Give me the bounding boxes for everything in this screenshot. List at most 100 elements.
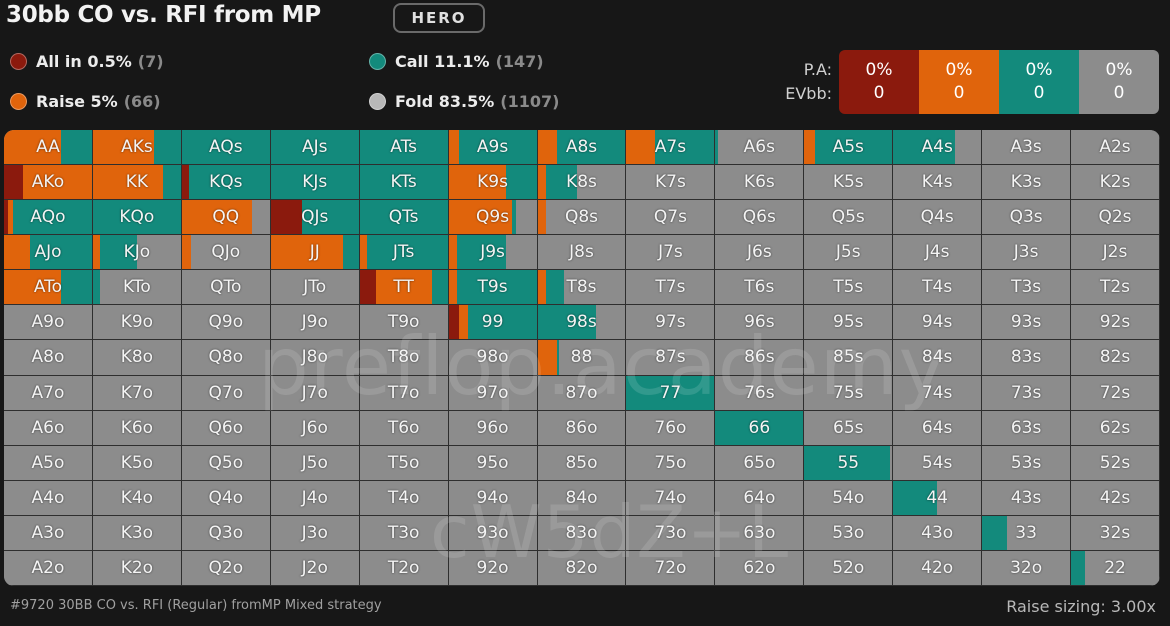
hand-cell[interactable]: A9s [448,130,538,166]
hand-cell[interactable]: 22 [1071,550,1160,586]
hand-cell[interactable]: 76s [715,375,805,411]
hand-cell[interactable]: Q6s [715,200,805,236]
hand-cell[interactable]: T5o [359,445,449,481]
hand-cell[interactable]: 97o [448,375,538,411]
hand-cell[interactable]: J2o [270,550,360,586]
hand-cell[interactable]: K7o [92,375,182,411]
hand-cell[interactable]: 98o [448,340,538,376]
hand-cell[interactable]: KTs [359,165,449,201]
hand-cell[interactable]: 64o [715,480,805,516]
hand-cell[interactable]: K6s [715,165,805,201]
hand-cell[interactable]: Q9o [181,305,271,341]
hand-cell[interactable]: AKs [92,130,182,166]
hand-cell[interactable]: 42s [1071,480,1160,516]
hand-cell[interactable]: 94o [448,480,538,516]
hand-cell[interactable]: 52s [1071,445,1160,481]
hand-cell[interactable]: K7s [626,165,716,201]
hand-cell[interactable]: K9s [448,165,538,201]
hand-cell[interactable]: Q8s [537,200,627,236]
hand-cell[interactable]: 63s [982,410,1072,446]
hand-cell[interactable]: Q6o [181,410,271,446]
hand-cell[interactable]: J5s [804,235,894,271]
hand-cell[interactable]: KQo [92,200,182,236]
hand-cell[interactable]: T3s [982,270,1072,306]
hand-cell[interactable]: K8s [537,165,627,201]
hand-cell[interactable]: K2o [92,550,182,586]
hand-cell[interactable]: K6o [92,410,182,446]
hand-cell[interactable]: 93s [982,305,1072,341]
hand-cell[interactable]: T6s [715,270,805,306]
hand-cell[interactable]: 32o [982,550,1072,586]
hand-cell[interactable]: K4o [92,480,182,516]
hand-cell[interactable]: A7s [626,130,716,166]
hand-cell[interactable]: KK [92,165,182,201]
hand-cell[interactable]: Q5o [181,445,271,481]
hand-cell[interactable]: T2o [359,550,449,586]
hand-cell[interactable]: AKo [4,165,93,201]
hand-cell[interactable]: 88 [537,340,627,376]
hand-cell[interactable]: JTs [359,235,449,271]
hand-cell[interactable]: 99 [448,305,538,341]
hand-cell[interactable]: 85o [537,445,627,481]
hand-cell[interactable]: 62s [1071,410,1160,446]
hand-cell[interactable]: J3s [982,235,1072,271]
hand-cell[interactable]: 43o [893,515,983,551]
hand-cell[interactable]: KJs [270,165,360,201]
hand-cell[interactable]: T8s [537,270,627,306]
hand-cell[interactable]: 43s [982,480,1072,516]
hand-cell[interactable]: KQs [181,165,271,201]
hand-cell[interactable]: T9s [448,270,538,306]
hand-cell[interactable]: K4s [893,165,983,201]
hand-cell[interactable]: J8s [537,235,627,271]
hand-cell[interactable]: A8o [4,340,93,376]
hand-cell[interactable]: Q5s [804,200,894,236]
hand-cell[interactable]: T6o [359,410,449,446]
hand-cell[interactable]: 98s [537,305,627,341]
hand-cell[interactable]: 74o [626,480,716,516]
hand-cell[interactable]: 96o [448,410,538,446]
hand-cell[interactable]: 72o [626,550,716,586]
hand-cell[interactable]: Q4s [893,200,983,236]
hand-cell[interactable]: 93o [448,515,538,551]
hand-cell[interactable]: 75s [804,375,894,411]
hand-cell[interactable]: 53s [982,445,1072,481]
hand-cell[interactable]: AQo [4,200,93,236]
hand-cell[interactable]: J7s [626,235,716,271]
hand-cell[interactable]: AJo [4,235,93,271]
hand-cell[interactable]: K3o [92,515,182,551]
hand-cell[interactable]: 75o [626,445,716,481]
hand-cell[interactable]: 96s [715,305,805,341]
hand-cell[interactable]: 94s [893,305,983,341]
hand-cell[interactable]: T7s [626,270,716,306]
hand-cell[interactable]: 66 [715,410,805,446]
hand-cell[interactable]: 82o [537,550,627,586]
hand-cell[interactable]: A4o [4,480,93,516]
hand-cell[interactable]: 85s [804,340,894,376]
hand-cell[interactable]: KTo [92,270,182,306]
hand-cell[interactable]: A6o [4,410,93,446]
hand-cell[interactable]: 54s [893,445,983,481]
hand-cell[interactable]: TT [359,270,449,306]
hand-cell[interactable]: Q7o [181,375,271,411]
hand-cell[interactable]: T2s [1071,270,1160,306]
hand-cell[interactable]: 92s [1071,305,1160,341]
hand-cell[interactable]: QJs [270,200,360,236]
hand-cell[interactable]: A9o [4,305,93,341]
hand-cell[interactable]: K9o [92,305,182,341]
hand-cell[interactable]: 92o [448,550,538,586]
hand-cell[interactable]: 74s [893,375,983,411]
hand-cell[interactable]: T8o [359,340,449,376]
hand-cell[interactable]: 55 [804,445,894,481]
hand-cell[interactable]: Q3s [982,200,1072,236]
hand-cell[interactable]: 77 [626,375,716,411]
hand-cell[interactable]: 95s [804,305,894,341]
hand-cell[interactable]: A2o [4,550,93,586]
hand-cell[interactable]: 84s [893,340,983,376]
hand-cell[interactable]: 83s [982,340,1072,376]
hand-cell[interactable]: Q2o [181,550,271,586]
hand-cell[interactable]: 54o [804,480,894,516]
hand-cell[interactable]: K5o [92,445,182,481]
hand-cell[interactable]: J6s [715,235,805,271]
hand-cell[interactable]: 95o [448,445,538,481]
hand-cell[interactable]: 87s [626,340,716,376]
